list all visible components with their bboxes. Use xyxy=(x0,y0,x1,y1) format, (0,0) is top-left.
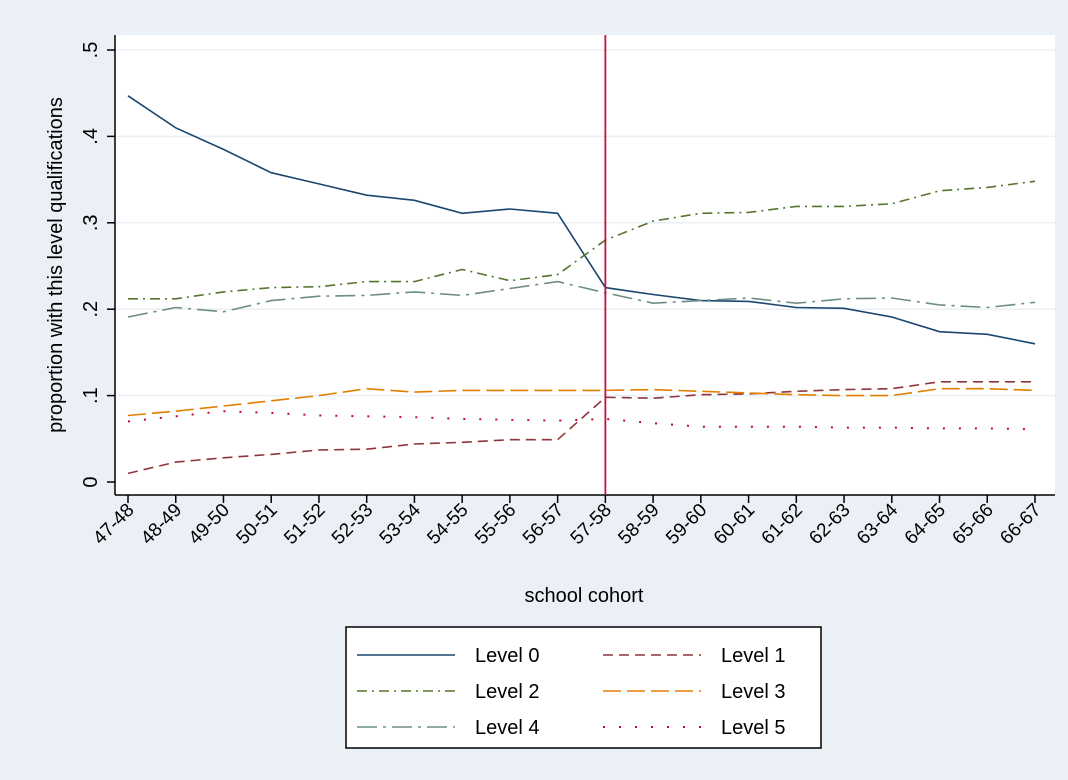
y-tick-label: .4 xyxy=(80,128,102,145)
y-axis: 0 .1 .2 .3 .4 .5 xyxy=(80,35,116,495)
y-tick-label: .5 xyxy=(80,42,102,59)
x-tick-label: 50-51 xyxy=(233,500,282,549)
x-tick-label: 58-59 xyxy=(614,500,663,549)
legend: Level 0 Level 1 Level 2 Level 3 Level 4 Level… xyxy=(345,626,822,749)
x-tick-label: 53-54 xyxy=(376,499,426,549)
x-tick-label: 49-50 xyxy=(185,500,234,549)
series-line-level-2 xyxy=(128,180,1036,300)
x-tick-label: 52-53 xyxy=(328,500,377,549)
x-tick-label: 51-52 xyxy=(280,500,329,549)
x-tick-label: 47-48 xyxy=(89,500,138,549)
series-line-level-0 xyxy=(127,95,1036,345)
y-tick-label: .3 xyxy=(80,214,102,231)
legend-label: Level 2 xyxy=(475,681,540,703)
x-tick-label: 62-63 xyxy=(805,500,854,549)
legend-label: Level 1 xyxy=(721,645,786,667)
x-tick-label: 56-57 xyxy=(519,500,568,549)
x-tick-label: 64-65 xyxy=(901,500,950,549)
x-tick-label: 61-62 xyxy=(758,500,807,549)
x-tick-label: 54-55 xyxy=(423,500,472,549)
y-tick-label: 0 xyxy=(80,476,102,487)
x-tick-label: 57-58 xyxy=(567,500,616,549)
legend-label: Level 0 xyxy=(475,645,540,667)
x-tick-label: 63-64 xyxy=(853,499,903,549)
legend-box xyxy=(345,626,822,749)
gridlines xyxy=(116,49,1055,397)
legend-label: Level 5 xyxy=(721,717,786,739)
y-axis-title: proportion with this level qualification… xyxy=(45,97,67,433)
x-tick-label: 60-61 xyxy=(710,500,759,549)
y-tick-label: .2 xyxy=(80,301,102,318)
x-axis-title: school cohort xyxy=(525,585,644,607)
series-line-level-1 xyxy=(127,380,1035,475)
x-tick-label: 66-67 xyxy=(996,500,1045,549)
plot-area xyxy=(115,35,1055,495)
x-tick-label: 48-49 xyxy=(137,500,186,549)
x-tick-label: 59-60 xyxy=(662,500,711,549)
series-lines xyxy=(127,95,1036,475)
series-line-level-3 xyxy=(127,387,1036,417)
legend-label: Level 3 xyxy=(721,681,786,703)
y-tick-label: .1 xyxy=(80,387,102,404)
legend-label: Level 4 xyxy=(475,717,540,739)
series-line-level-4 xyxy=(127,280,1036,318)
x-tick-label: 65-66 xyxy=(949,500,998,549)
x-axis: 47-4848-4949-5050-5151-5252-5353-5454-55… xyxy=(89,494,1055,549)
x-tick-label: 55-56 xyxy=(471,500,520,549)
